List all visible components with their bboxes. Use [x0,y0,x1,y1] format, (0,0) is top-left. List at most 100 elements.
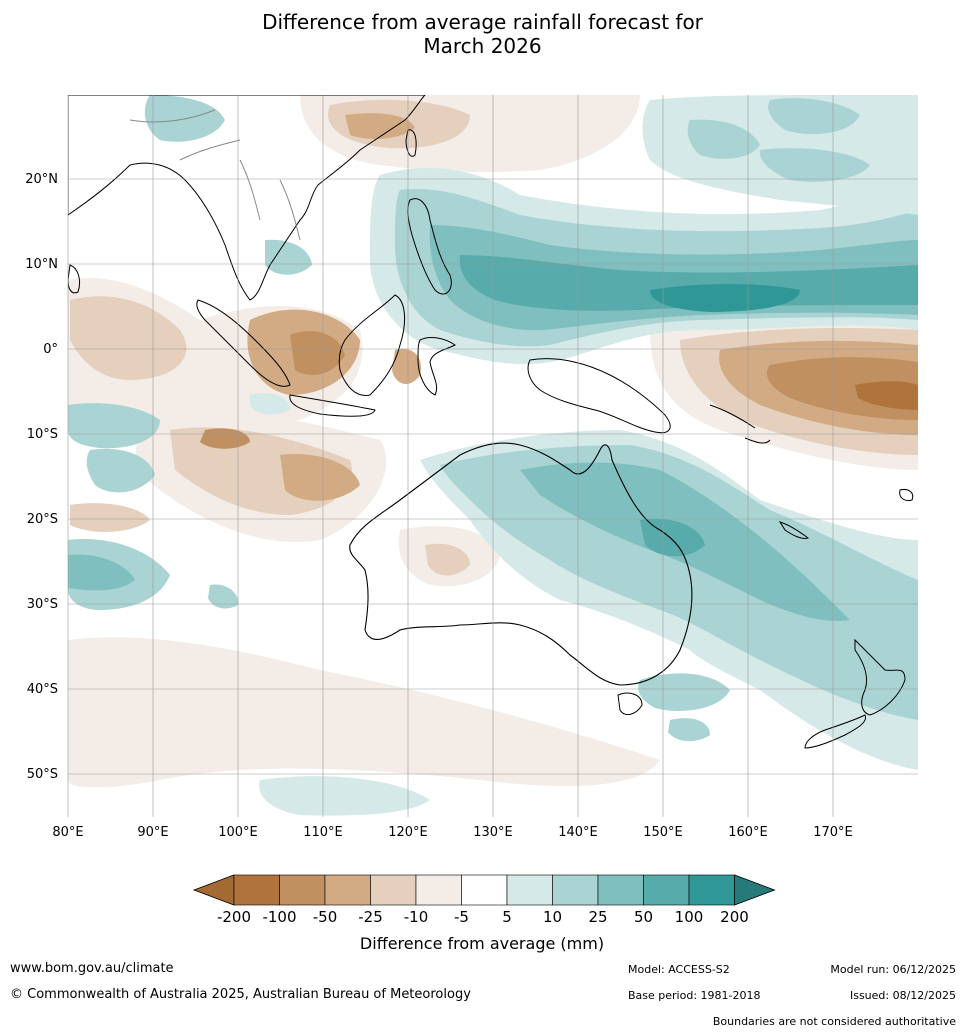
lon-label: 100°E [218,825,258,840]
lon-label: 130°E [473,825,513,840]
colorbar-tick-label: -10 [404,908,429,926]
wet-region [638,673,730,711]
wet-region [259,776,430,816]
wet-region [265,239,312,275]
title-line-1: Difference from average rainfall forecas… [262,10,703,34]
wet-region [250,393,290,415]
colorbar-tick-label: 50 [634,908,653,926]
taiwan-coastline [405,129,417,157]
colorbar-tick-label: -50 [313,908,338,926]
wet-region [650,284,800,312]
dry-region [345,113,415,140]
wet-region [208,584,239,609]
longitude-labels: 80°E 90°E 100°E 110°E 120°E 130°E 140°E … [52,825,852,840]
australia-coastline [349,442,693,686]
colorbar-bin [643,874,690,906]
colorbar-bin [688,874,735,906]
latitude-labels: 20°N 10°N 0° 10°S 20°S 30°S 40°S 50°S [25,172,58,782]
dry-region [200,428,250,449]
lon-label: 80°E [52,825,83,840]
colorbar-bin [506,874,553,906]
colorbar-tick-label: -200 [217,908,251,926]
colorbar-tick-label: -5 [454,908,469,926]
colorbar-tick-labels: -200 -100 -50 -25 -10 -5 5 10 25 50 100 200 [217,908,749,926]
dry-region [425,543,470,576]
model-run-text: Model run: 06/12/2025 [830,963,956,976]
wet-region [759,148,870,182]
asia-coastline [68,95,426,301]
wet-region [687,119,760,159]
colorbar [192,874,776,906]
lat-label: 40°S [27,682,58,697]
lon-label: 160°E [728,825,768,840]
title-line-2: March 2026 [423,34,542,58]
lat-label: 20°N [25,172,58,187]
colorbar-tick-label: 25 [588,908,607,926]
colorbar-extend-high [734,874,776,906]
lat-label: 0° [43,342,58,357]
lon-label: 110°E [303,825,343,840]
wet-region [68,403,160,449]
wet-region [459,255,918,311]
issued-text: Issued: 08/12/2025 [849,989,956,1002]
colorbar-bin [324,874,371,906]
colorbar-title: Difference from average (mm) [360,934,604,953]
colorbar-bin [597,874,644,906]
lon-label: 170°E [813,825,853,840]
model-text: Model: ACCESS-S2 [628,963,730,976]
dry-region [70,296,187,380]
disclaimer-text: Boundaries are not considered authoritat… [712,1015,956,1028]
colorbar-tick-label: -100 [262,908,296,926]
wet-anomaly-regions [68,95,918,816]
solomon-islands-coastline [709,404,771,444]
lon-label: 150°E [643,825,683,840]
map-gridlines [67,95,918,817]
sri-lanka-coastline [68,264,81,294]
dry-region [280,454,360,501]
colorbar-tick-label: 200 [720,908,749,926]
dry-region [392,348,421,385]
sumatra-coastline [196,299,291,387]
colorbar-tick-label: 5 [502,908,512,926]
colorbar-extend-low [192,874,235,906]
colorbar-bin [552,874,599,906]
new-caledonia-coastline [778,521,810,539]
dry-region [68,637,660,788]
base-period-text: Base period: 1981-2018 [628,989,761,1002]
lat-label: 30°S [27,597,58,612]
tasmania-coastline [617,692,643,716]
wet-region [668,718,710,742]
lon-label: 90°E [137,825,168,840]
philippines-coastline [407,198,452,295]
colorbar-bin [461,874,508,906]
colorbar-tick-label: 10 [543,908,562,926]
lon-label: 120°E [388,825,428,840]
wet-region [768,98,860,135]
colorbar-tick-label: 100 [675,908,704,926]
lon-label: 140°E [558,825,598,840]
chart-title: Difference from average rainfall forecas… [0,10,965,58]
colorbar-bin [415,874,462,906]
java-coastline [289,394,376,417]
map-panel [68,95,918,817]
lat-label: 20°S [27,512,58,527]
copyright-text: © Commonwealth of Australia 2025, Austra… [10,987,471,1002]
fiji-coastline [899,489,914,501]
nz-north-island-coastline [854,638,906,716]
lat-label: 10°S [27,427,58,442]
colorbar-tick-label: -25 [358,908,383,926]
new-guinea-coastline [527,358,671,434]
borneo-coastline [338,294,406,396]
dry-anomaly-regions [68,95,918,788]
wet-region [144,95,225,142]
wet-region [440,445,918,720]
colorbar-bin [370,874,417,906]
colorbar-bin [233,874,280,906]
sulawesi-coastline [417,337,456,396]
lat-label: 10°N [25,257,58,272]
website-link[interactable]: www.bom.gov.au/climate [10,961,174,976]
country-borders [129,109,301,241]
wet-region [68,554,135,591]
nz-south-island-coastline [804,714,867,749]
wet-region [86,448,155,493]
